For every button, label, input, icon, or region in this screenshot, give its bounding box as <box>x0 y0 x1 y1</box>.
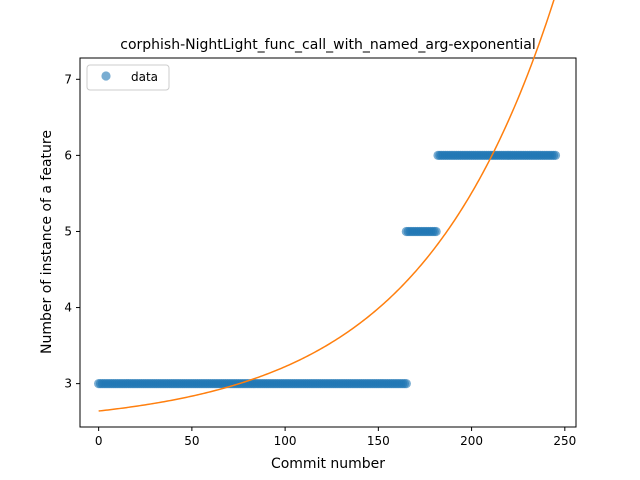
x-axis-label: Commit number <box>271 456 385 472</box>
x-tick-label: 200 <box>460 434 483 448</box>
fit-line <box>98 0 555 412</box>
y-axis-label: Number of instance of a feature <box>39 130 55 354</box>
y-tick-label: 4 <box>64 301 72 315</box>
x-axis-ticks: 0 50 100 150 200 250 <box>95 427 576 448</box>
x-tick-label: 50 <box>184 434 199 448</box>
data-point <box>550 150 561 160</box>
chart-title: corphish-NightLight_func_call_with_named… <box>120 37 536 53</box>
y-tick-label: 6 <box>64 148 72 162</box>
data-point <box>401 379 411 389</box>
data-points <box>94 150 561 389</box>
legend-marker-data <box>101 71 111 81</box>
y-tick-label: 3 <box>64 377 72 391</box>
legend: data <box>86 64 170 91</box>
plot-area: 0 50 100 150 200 250 3 4 5 6 7 <box>64 0 577 448</box>
legend-box <box>86 64 170 91</box>
legend-label-data: data <box>131 70 158 84</box>
data-point <box>431 226 441 237</box>
x-tick-label: 150 <box>367 434 390 448</box>
x-tick-label: 100 <box>274 434 297 448</box>
y-tick-label: 5 <box>64 224 72 238</box>
x-tick-label: 0 <box>95 434 103 448</box>
axes-frame <box>79 57 577 428</box>
y-tick-label: 7 <box>64 72 72 86</box>
x-tick-label: 250 <box>553 434 576 448</box>
y-axis-ticks: 3 4 5 6 7 <box>64 72 80 391</box>
